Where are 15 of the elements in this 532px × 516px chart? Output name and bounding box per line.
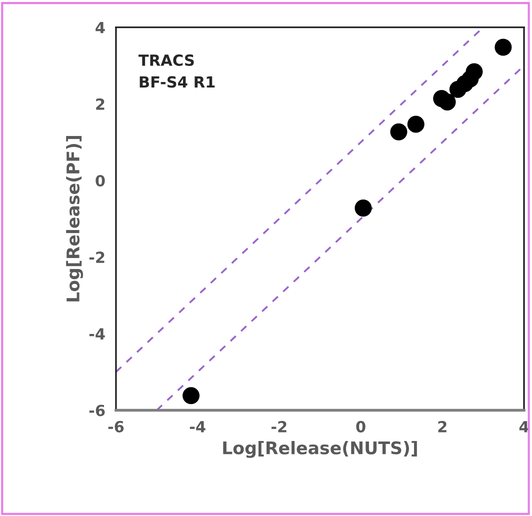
y-tick-label: 4 <box>96 22 105 34</box>
annotation: TRACS BF-S4 R1 <box>138 54 215 88</box>
y-tick-label: 0 <box>96 174 105 187</box>
x-tick-label: 2 <box>438 420 446 432</box>
x-tick-label: -4 <box>190 421 206 432</box>
y-axis-title: Log[Release(PF)] <box>66 136 84 302</box>
x-tick-label: 0 <box>356 420 366 432</box>
x-axis-title: Log[Release(NUTS)] <box>223 440 417 458</box>
y-tick-label: -2 <box>89 252 104 263</box>
x-tick-label: -6 <box>108 420 124 432</box>
x-tick-label: 4 <box>519 421 529 432</box>
y-tick-label: -6 <box>89 404 105 416</box>
y-tick-label: -4 <box>89 328 105 340</box>
y-tick-label: 2 <box>96 98 104 110</box>
x-tick-label: -2 <box>272 420 286 432</box>
